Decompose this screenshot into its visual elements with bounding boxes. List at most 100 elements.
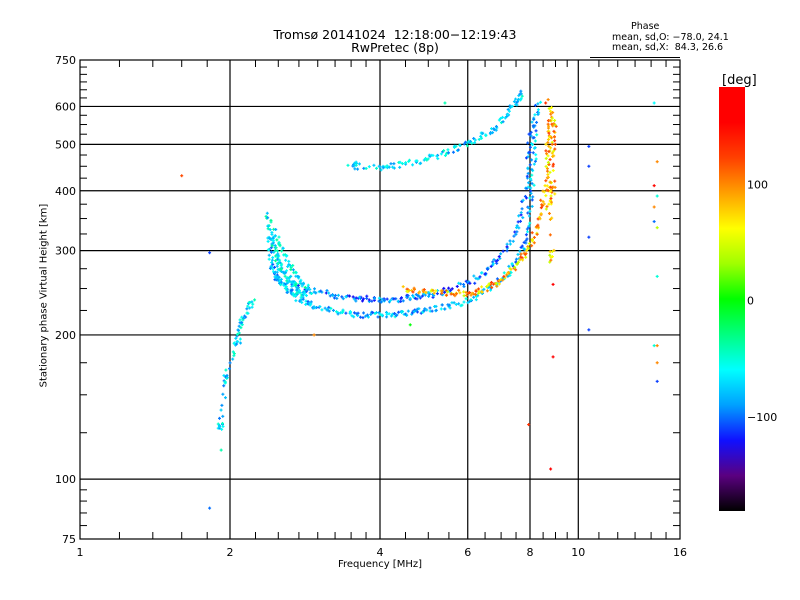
data-point — [465, 144, 469, 148]
data-point — [357, 162, 361, 166]
data-point — [340, 295, 344, 299]
data-point — [498, 256, 502, 260]
data-point — [460, 303, 464, 307]
data-point — [505, 273, 509, 277]
data-point — [483, 272, 487, 276]
data-point — [208, 251, 212, 255]
data-point — [266, 227, 270, 231]
data-point — [378, 165, 382, 169]
data-point — [275, 264, 279, 268]
stats-x-line: mean, sd,X: 84.3, 26.6 — [612, 42, 723, 54]
data-point — [535, 120, 539, 124]
data-point — [352, 164, 356, 168]
data-point — [275, 270, 279, 274]
data-point — [434, 304, 438, 308]
data-point — [517, 214, 521, 218]
data-point — [309, 302, 313, 306]
data-point — [652, 184, 656, 188]
data-point — [486, 267, 490, 271]
data-point — [474, 298, 478, 302]
data-point — [549, 188, 553, 192]
x-tick-label: 6 — [464, 546, 471, 559]
data-point — [548, 180, 552, 184]
data-point — [432, 291, 436, 295]
data-point — [477, 287, 481, 291]
stats-o-line: mean, sd,O: −78.0, 24.1 — [612, 32, 729, 44]
data-point — [477, 137, 481, 141]
data-point — [415, 307, 419, 311]
data-point — [377, 296, 381, 300]
data-point — [452, 144, 456, 148]
data-point — [547, 107, 551, 111]
data-point — [469, 139, 473, 143]
data-point — [541, 204, 545, 208]
data-point — [544, 194, 548, 198]
data-point — [526, 230, 530, 234]
data-point — [336, 312, 340, 316]
data-point — [519, 89, 523, 93]
data-point — [389, 162, 393, 166]
data-point — [336, 293, 340, 297]
data-point — [510, 262, 514, 266]
data-point — [267, 257, 271, 261]
data-point — [427, 294, 431, 298]
data-point — [445, 293, 449, 297]
colorbar-tick-labels: 100 0 −100 — [747, 179, 777, 424]
data-point — [463, 140, 467, 144]
data-point — [655, 379, 659, 383]
data-point — [524, 239, 528, 243]
data-point — [239, 341, 243, 345]
data-point — [516, 220, 520, 224]
data-point — [527, 132, 531, 136]
data-point — [277, 275, 281, 279]
data-point — [246, 304, 250, 308]
data-point — [506, 108, 510, 112]
colorbar — [719, 87, 745, 511]
data-point — [223, 396, 227, 400]
data-point — [514, 97, 518, 101]
data-point — [306, 286, 310, 290]
data-point — [367, 165, 371, 169]
data-point — [434, 308, 438, 312]
data-point — [533, 139, 537, 143]
data-point — [547, 150, 551, 154]
data-point — [341, 297, 345, 301]
data-point — [491, 131, 495, 135]
data-point — [492, 127, 496, 131]
data-point — [406, 309, 410, 313]
data-point — [401, 285, 405, 289]
data-point — [294, 299, 298, 303]
data-point — [502, 274, 506, 278]
data-point — [547, 211, 551, 215]
data-point — [275, 238, 279, 242]
data-point — [222, 384, 226, 388]
data-point — [529, 134, 533, 138]
data-point — [385, 315, 389, 319]
data-point — [477, 291, 481, 295]
data-point — [519, 255, 523, 259]
data-point — [553, 142, 557, 146]
data-point — [308, 287, 312, 291]
data-point — [276, 249, 280, 253]
data-point — [546, 122, 550, 126]
data-point — [525, 248, 529, 252]
data-point — [535, 133, 539, 137]
data-point — [375, 166, 379, 170]
data-point — [289, 274, 293, 278]
data-point — [549, 112, 553, 116]
data-point — [466, 301, 470, 305]
data-point — [497, 255, 501, 259]
data-point — [271, 239, 275, 243]
data-point — [270, 258, 274, 262]
data-point — [392, 166, 396, 170]
data-point — [297, 288, 301, 292]
data-point — [395, 313, 399, 317]
data-point — [587, 144, 591, 148]
data-point — [521, 258, 525, 262]
data-point — [451, 150, 455, 154]
data-point — [499, 252, 503, 256]
data-point — [283, 271, 287, 275]
data-point — [282, 283, 286, 287]
data-point — [270, 231, 274, 235]
data-point — [518, 249, 522, 253]
